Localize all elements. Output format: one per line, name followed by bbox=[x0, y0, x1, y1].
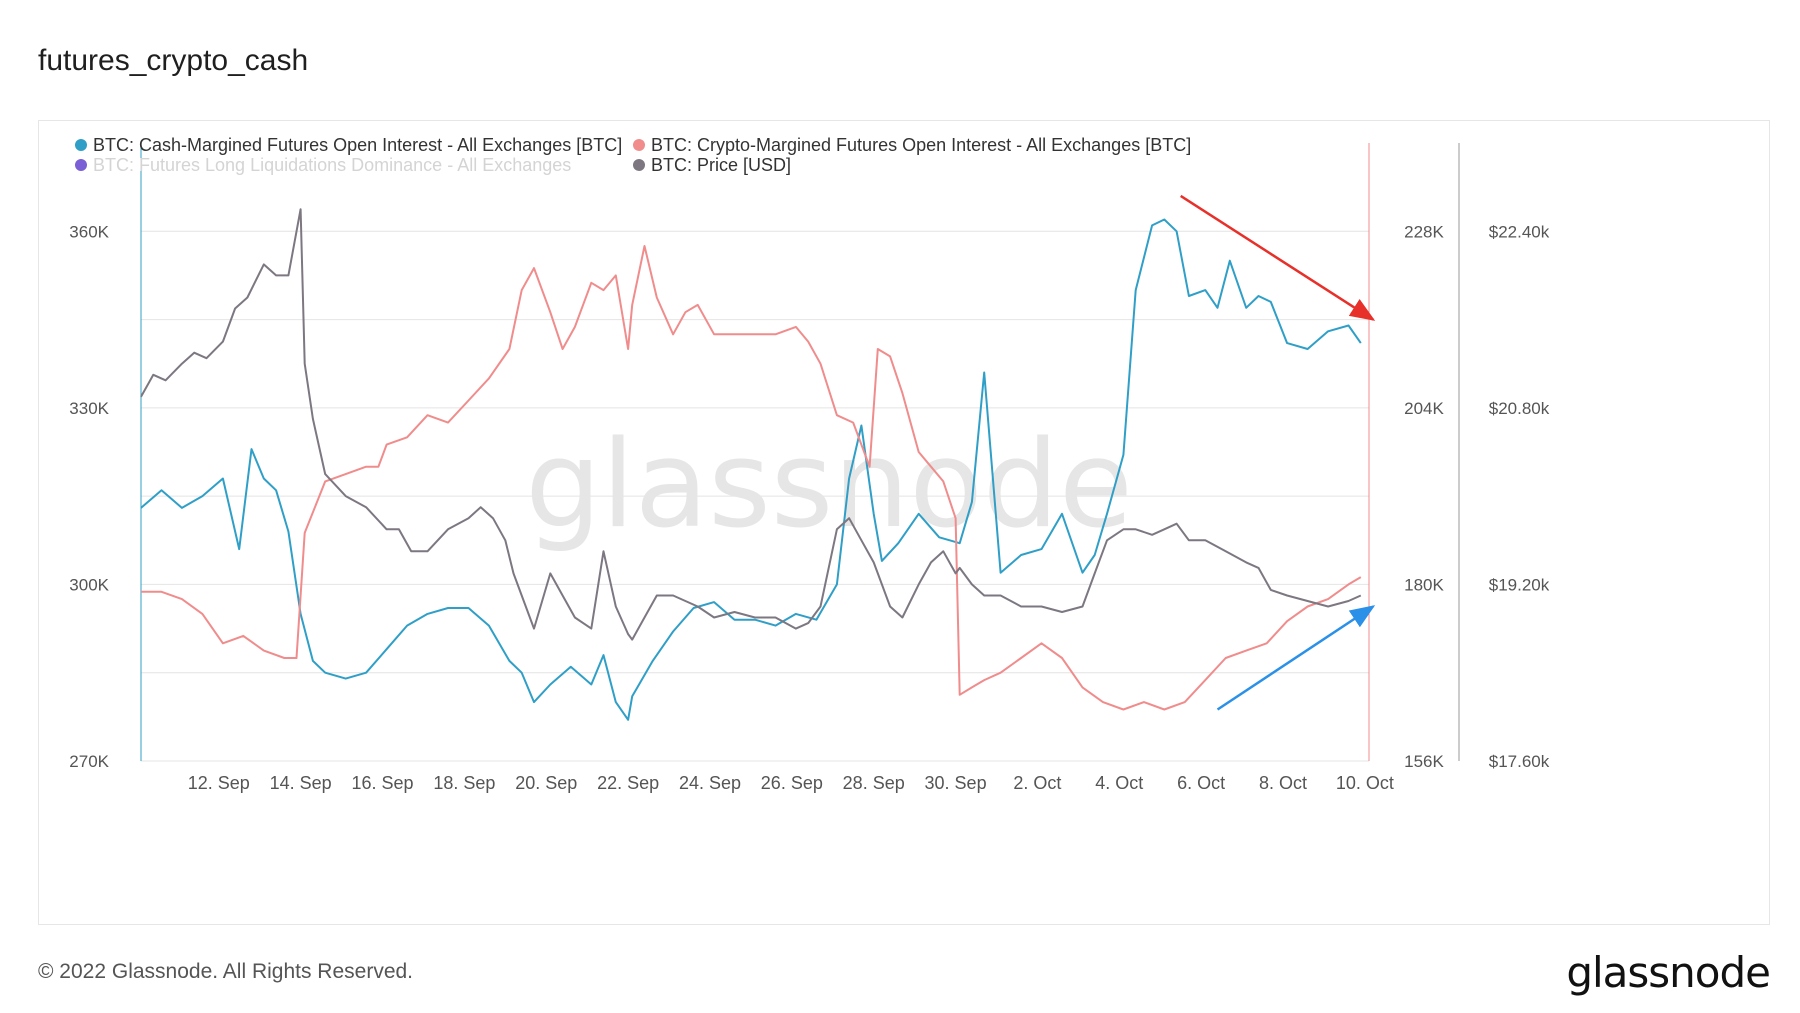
left-axis-tick: 360K bbox=[69, 222, 109, 241]
legend[interactable]: BTC: Cash-Margined Futures Open Interest… bbox=[75, 135, 1191, 175]
chart-svg: glassnode 270K 300K 330K 360K 156K 180K 204K 22… bbox=[69, 135, 1550, 793]
legend-item[interactable]: BTC: Cash-Margined Futures Open Interest… bbox=[75, 135, 622, 155]
left-axis-tick: 300K bbox=[69, 575, 109, 594]
x-axis-tick: 2. Oct bbox=[1013, 773, 1061, 793]
legend-item[interactable]: BTC: Crypto-Margined Futures Open Intere… bbox=[633, 135, 1191, 155]
annotation-layer bbox=[1180, 194, 1376, 711]
legend-label: BTC: Futures Long Liquidations Dominance… bbox=[93, 155, 571, 175]
watermark: glassnode bbox=[525, 416, 1133, 555]
x-axis-tick: 26. Sep bbox=[761, 773, 823, 793]
legend-label: BTC: Crypto-Margined Futures Open Intere… bbox=[651, 135, 1191, 155]
glassnode-logo: glassnode bbox=[1566, 948, 1771, 997]
x-axis-tick: 12. Sep bbox=[188, 773, 250, 793]
trend-arrow-down bbox=[1180, 194, 1376, 321]
x-axis-tick: 4. Oct bbox=[1095, 773, 1143, 793]
legend-dot-icon bbox=[75, 139, 87, 151]
x-axis-tick: 6. Oct bbox=[1177, 773, 1225, 793]
axis-layer: 270K 300K 330K 360K 156K 180K 204K 228K $17.60k $… bbox=[69, 143, 1550, 793]
legend-dot-icon bbox=[75, 159, 87, 171]
x-axis-tick: 14. Sep bbox=[270, 773, 332, 793]
x-axis-tick: 10. Oct bbox=[1336, 773, 1394, 793]
x-axis-tick: 16. Sep bbox=[351, 773, 413, 793]
legend-dot-icon bbox=[633, 159, 645, 171]
trend-arrow-up bbox=[1216, 605, 1376, 711]
legend-item[interactable]: BTC: Futures Long Liquidations Dominance… bbox=[75, 155, 571, 175]
x-axis-tick: 20. Sep bbox=[515, 773, 577, 793]
series-cash-margined-oi bbox=[140, 218, 1362, 721]
chart-frame: glassnode 270K 300K 330K 360K 156K 180K 204K 22… bbox=[38, 120, 1770, 925]
x-axis-tick: 24. Sep bbox=[679, 773, 741, 793]
left-axis-tick: 330K bbox=[69, 399, 109, 418]
series-layer bbox=[140, 208, 1362, 721]
legend-item[interactable]: BTC: Price [USD] bbox=[633, 155, 791, 175]
legend-label: BTC: Price [USD] bbox=[651, 155, 791, 175]
right-axis-tick-oi: 156K bbox=[1404, 752, 1444, 771]
x-axis-tick: 22. Sep bbox=[597, 773, 659, 793]
right-axis-tick-oi: 180K bbox=[1404, 575, 1444, 594]
legend-dot-icon bbox=[633, 139, 645, 151]
left-axis-tick: 270K bbox=[69, 752, 109, 771]
right-axis-tick-price: $20.80k bbox=[1489, 399, 1550, 418]
x-axis-tick: 8. Oct bbox=[1259, 773, 1307, 793]
right-axis-tick-oi: 204K bbox=[1404, 399, 1444, 418]
legend-label: BTC: Cash-Margined Futures Open Interest… bbox=[93, 135, 622, 155]
right-axis-tick-oi: 228K bbox=[1404, 222, 1444, 241]
right-axis-tick-price: $19.20k bbox=[1489, 575, 1550, 594]
page-title: futures_crypto_cash bbox=[38, 44, 309, 77]
x-axis-tick: 18. Sep bbox=[433, 773, 495, 793]
right-axis-tick-price: $17.60k bbox=[1489, 752, 1550, 771]
x-axis-tick: 28. Sep bbox=[843, 773, 905, 793]
series-crypto-margined-oi bbox=[141, 245, 1362, 711]
right-axis-tick-price: $22.40k bbox=[1489, 222, 1550, 241]
series-btc-price bbox=[140, 208, 1362, 641]
footer-copyright: © 2022 Glassnode. All Rights Reserved. bbox=[38, 960, 414, 983]
x-axis-tick: 30. Sep bbox=[925, 773, 987, 793]
